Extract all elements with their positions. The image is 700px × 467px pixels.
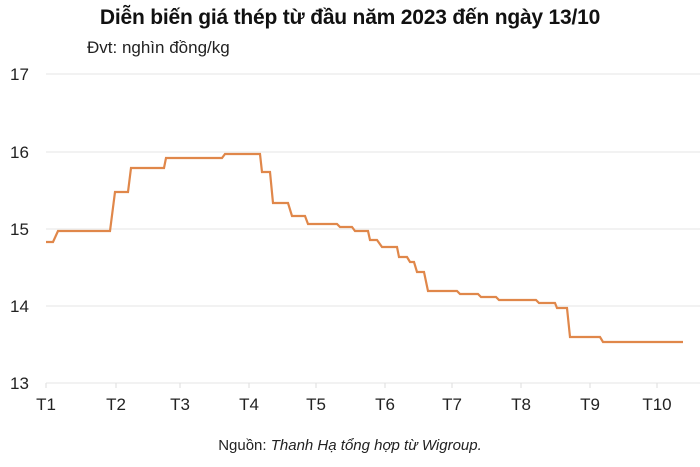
x-tick-label: T2	[106, 395, 126, 414]
y-tick-label: 14	[10, 297, 29, 316]
y-axis-ticks: 17 16 15 14 13	[10, 65, 29, 393]
source-label: Nguồn:	[218, 437, 271, 454]
gridlines	[46, 73, 700, 384]
x-tick-label: T8	[511, 395, 531, 414]
x-tick-label: T10	[642, 395, 671, 414]
x-axis-ticks: T1 T2 T3 T4 T5 T6 T7 T8 T9 T10	[36, 383, 672, 414]
y-tick-label: 13	[10, 374, 29, 393]
x-tick-label: T7	[442, 395, 462, 414]
y-tick-label: 16	[10, 143, 29, 162]
source-text: Thanh Hạ tổng hợp từ Wigroup.	[270, 437, 482, 454]
source-note: Nguồn: Thanh Hạ tổng hợp từ Wigroup.	[0, 437, 700, 454]
price-line	[46, 152, 683, 344]
chart-title: Diễn biến giá thép từ đầu năm 2023 đến n…	[99, 6, 601, 29]
x-tick-label: T4	[239, 395, 259, 414]
x-tick-label: T6	[375, 395, 395, 414]
y-tick-label: 15	[10, 220, 29, 239]
x-tick-label: T9	[580, 395, 600, 414]
x-tick-label: T1	[36, 395, 56, 414]
x-tick-label: T5	[306, 395, 326, 414]
x-tick-label: T3	[170, 395, 190, 414]
unit-label: Đvt: nghìn đồng/kg	[87, 38, 230, 57]
y-tick-label: 17	[10, 65, 29, 84]
